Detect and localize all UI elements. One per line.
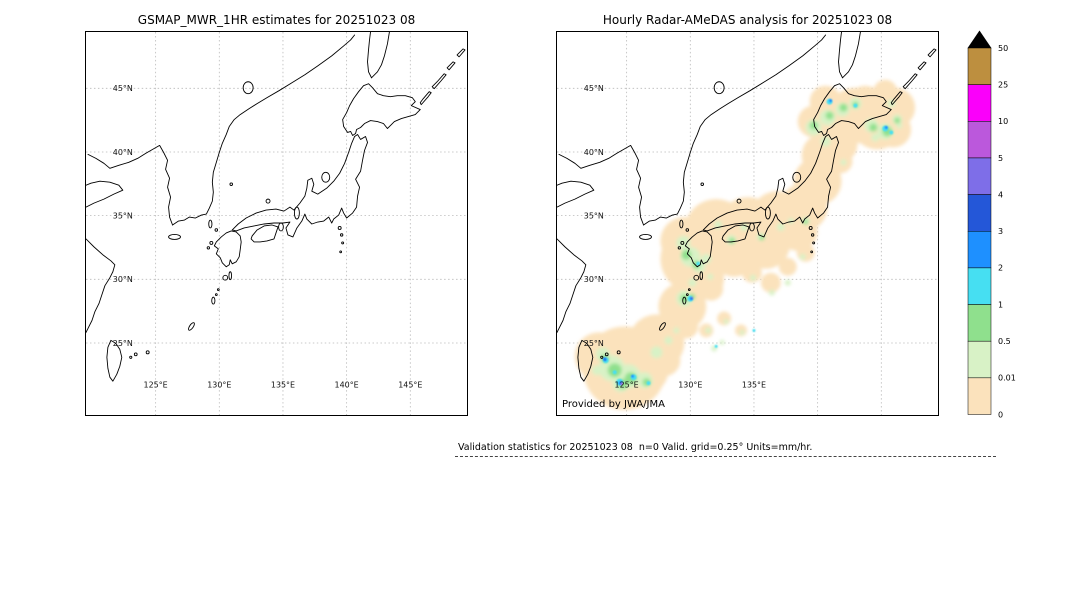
colorbar-segment xyxy=(967,47,992,85)
right-axis-tick-labels: 125°E 130°E 135°E 45°N 40°N 35°N 30°N 25°N xyxy=(584,84,766,390)
colorbar-segment xyxy=(967,84,992,122)
lat-tick-label: 35°N xyxy=(113,211,133,220)
left-axis-tick-labels: 125°E 130°E 135°E 140°E 145°E 45°N 40°N 35°N 30°… xyxy=(113,84,423,390)
radar-map-panel: 125°E 130°E 135°E 45°N 40°N 35°N 30°N 25°N Prov… xyxy=(556,31,939,416)
lat-tick-label: 45°N xyxy=(113,84,133,93)
colorbar-label: 3 xyxy=(998,227,1003,236)
graticule xyxy=(86,32,467,415)
colorbar-segment xyxy=(967,121,992,159)
colorbar-label: 2 xyxy=(998,264,1003,273)
colorbar-label: 0 xyxy=(998,410,1003,419)
lat-tick-label: 30°N xyxy=(584,275,604,284)
colorbar: 50 25 10 5 4 3 2 1 0.5 0.01 0 xyxy=(967,30,1016,419)
gsmap-map-panel: 125°E 130°E 135°E 140°E 145°E 45°N 40°N 35°N 30°… xyxy=(85,31,468,416)
lat-tick-label: 25°N xyxy=(584,339,604,348)
colorbar-segment xyxy=(967,194,992,232)
lat-tick-label: 40°N xyxy=(113,148,133,157)
precipitation-shading xyxy=(574,79,916,411)
right-panel-title: Hourly Radar-AMeDAS analysis for 2025102… xyxy=(602,13,893,27)
colorbar-label: 5 xyxy=(998,154,1003,163)
lat-tick-label: 30°N xyxy=(113,275,133,284)
lon-tick-label: 140°E xyxy=(335,381,359,390)
colorbar-label: 0.5 xyxy=(998,337,1011,346)
colorbar-label: 1 xyxy=(998,300,1003,309)
lat-tick-label: 40°N xyxy=(584,148,604,157)
colorbar-segment xyxy=(967,377,992,415)
lon-tick-label: 130°E xyxy=(207,381,231,390)
coastline xyxy=(86,32,466,382)
radar-map: 125°E 130°E 135°E 45°N 40°N 35°N 30°N 25°N xyxy=(557,32,938,415)
lon-tick-label: 135°E xyxy=(271,381,295,390)
caption-underline xyxy=(455,456,996,457)
left-panel-title: GSMAP_MWR_1HR estimates for 20251023 08 xyxy=(137,13,416,27)
lon-tick-label: 130°E xyxy=(678,381,702,390)
colorbar-overflow-arrow xyxy=(967,30,992,49)
gsmap-map: 125°E 130°E 135°E 140°E 145°E 45°N 40°N 35°N 30°… xyxy=(86,32,467,415)
lat-tick-label: 35°N xyxy=(584,211,604,220)
provider-credit: Provided by JWA/JMA xyxy=(562,399,665,410)
lon-tick-label: 135°E xyxy=(742,381,766,390)
lat-tick-label: 25°N xyxy=(113,339,133,348)
lat-tick-label: 45°N xyxy=(584,84,604,93)
lon-tick-label: 125°E xyxy=(144,381,168,390)
colorbar-segment xyxy=(967,304,992,342)
colorbar-label: 10 xyxy=(998,117,1008,126)
colorbar-label: 4 xyxy=(998,190,1003,199)
colorbar-label: 0.01 xyxy=(998,374,1016,383)
colorbar-segment xyxy=(967,157,992,195)
lon-tick-label: 125°E xyxy=(615,381,639,390)
caption: Validation statistics for 20251023 08 n=… xyxy=(458,442,813,453)
colorbar-segment xyxy=(967,231,992,269)
colorbar-label: 25 xyxy=(998,80,1008,89)
lon-tick-label: 145°E xyxy=(398,381,422,390)
colorbar-segment xyxy=(967,340,992,379)
colorbar-segment xyxy=(967,267,992,305)
colorbar-label: 50 xyxy=(998,44,1008,53)
